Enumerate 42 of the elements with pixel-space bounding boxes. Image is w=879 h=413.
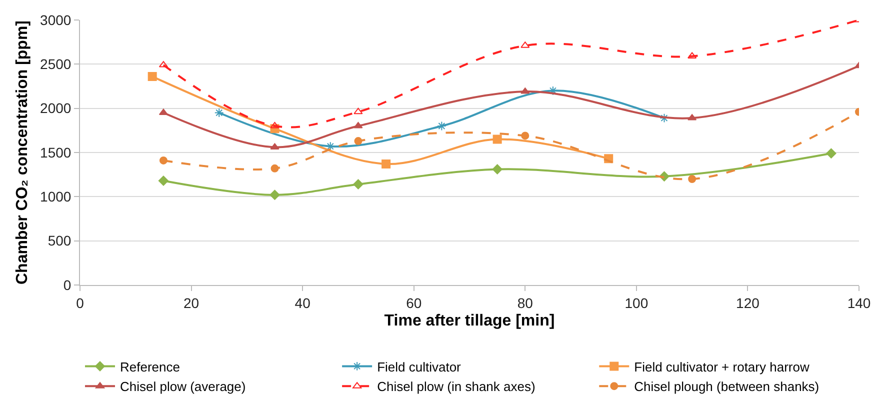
x-tick-label: 20: [184, 294, 200, 311]
point: [148, 72, 157, 82]
x-tick-label: 0: [76, 294, 84, 311]
point: [270, 164, 279, 172]
legend-label: Chisel plow (in shank axes): [377, 379, 536, 394]
legend-label: Field cultivator: [377, 359, 462, 374]
point: [214, 108, 224, 118]
x-tick-label: 80: [517, 294, 534, 311]
y-tick-label: 500: [48, 232, 72, 249]
x-tick-label: 120: [736, 294, 760, 311]
y-axis-title: Chamber CO₂ concentration [ppm]: [14, 20, 31, 285]
y-tick-label: 0: [63, 276, 72, 293]
point: [826, 148, 836, 158]
point: [436, 121, 446, 131]
point: [354, 137, 362, 146]
point: [326, 142, 336, 152]
legend-label: Chisel plow (average): [120, 379, 246, 394]
legend-label: Reference: [120, 359, 180, 374]
y-tick-label: 3000: [40, 12, 72, 28]
point: [159, 156, 168, 164]
point: [492, 164, 502, 174]
y-tick-label: 2500: [40, 56, 72, 72]
y-tick-label: 1500: [40, 144, 72, 160]
point: [382, 159, 391, 168]
y-tick-label: 2000: [40, 100, 72, 116]
point: [688, 175, 696, 183]
y-tick-label: 1000: [40, 188, 72, 205]
legend-label: Chisel plough (between shanks): [634, 379, 820, 394]
x-tick-label: 40: [294, 294, 311, 311]
x-tick-label: 100: [624, 294, 648, 311]
point: [270, 190, 280, 200]
legend-label: Field cultivator + rotary harrow: [634, 359, 810, 374]
x-axis-title: Time after tillage [min]: [384, 312, 555, 330]
point: [521, 132, 530, 140]
point: [354, 108, 363, 114]
x-tick-label: 140: [847, 294, 871, 311]
point: [660, 113, 669, 123]
x-tick-label: 60: [406, 294, 422, 311]
point: [158, 176, 169, 186]
point: [492, 134, 502, 144]
point: [548, 86, 558, 96]
point: [353, 179, 364, 190]
